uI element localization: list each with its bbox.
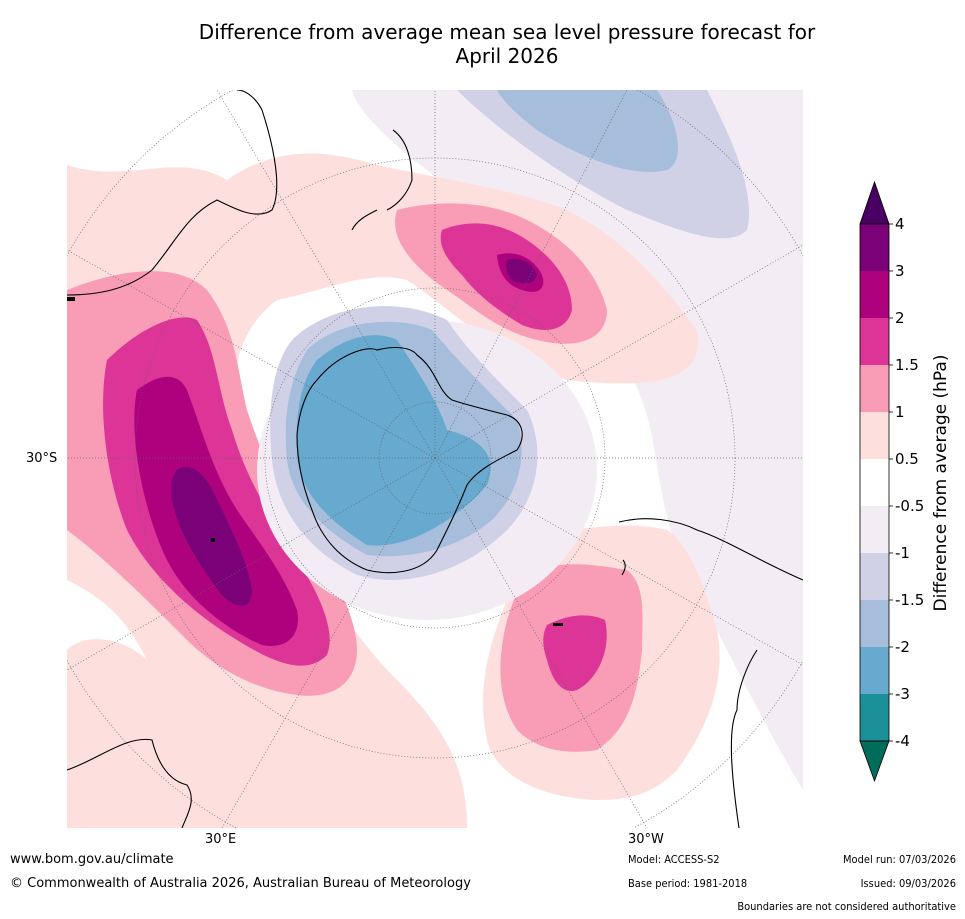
south-america-coastline bbox=[618, 518, 803, 828]
colorbar-segment bbox=[860, 600, 889, 647]
colorbar-tick-label: 1.5 bbox=[895, 356, 919, 374]
colorbar-tick-label: -1.5 bbox=[895, 591, 924, 609]
lon-label-30w: 30°W bbox=[628, 832, 664, 847]
footer-disclaimer: Boundaries are not considered authoritat… bbox=[737, 900, 956, 913]
colorbar-segment bbox=[860, 224, 889, 271]
colorbar-title: Difference from average (hPa) bbox=[931, 354, 951, 612]
coastlines bbox=[67, 90, 803, 828]
lon-label-30e: 30°E bbox=[205, 832, 237, 847]
colorbar-tick-label: 2 bbox=[895, 309, 905, 327]
graticule bbox=[67, 90, 803, 828]
islands bbox=[67, 297, 563, 626]
colorbar-segments bbox=[859, 180, 890, 783]
footer-copyright: © Commonwealth of Australia 2026, Austra… bbox=[10, 876, 471, 891]
footer-issued: Issued: 09/03/2026 bbox=[860, 877, 956, 890]
footer-model: Model: ACCESS-S2 bbox=[628, 853, 720, 866]
colorbar-tick-label: -0.5 bbox=[895, 497, 924, 515]
colorbar-tick-label: -4 bbox=[895, 732, 910, 750]
africa-coastline bbox=[67, 738, 192, 828]
colorbar-segment bbox=[860, 365, 889, 412]
colorbar-outline bbox=[859, 223, 890, 742]
lat-label-30s: 30°S bbox=[26, 451, 58, 466]
colorbar-tick-label: 1 bbox=[895, 403, 905, 421]
colorbar-segment bbox=[860, 459, 889, 506]
negative-anomaly-northeast bbox=[352, 90, 803, 790]
australia-coastline bbox=[67, 90, 278, 296]
colorbar-tick-label: 0.5 bbox=[895, 450, 919, 468]
colorbar-segment bbox=[860, 412, 889, 459]
positive-anomaly-ring bbox=[67, 153, 720, 828]
title-line-1: Difference from average mean sea level p… bbox=[198, 20, 816, 44]
title-line-2: April 2026 bbox=[455, 44, 559, 68]
colorbar: 4 3 2 1.5 1 0.5 -0.5 -1 -1.5 -2 -3 -4 bbox=[859, 180, 924, 783]
colorbar-tick-label: -2 bbox=[895, 638, 910, 656]
colorbar-segment bbox=[860, 271, 889, 318]
colorbar-tick-label: -1 bbox=[895, 544, 910, 562]
colorbar-extend-max bbox=[859, 180, 890, 225]
colorbar-tick-label: -3 bbox=[895, 685, 910, 703]
colorbar-ticks: 4 3 2 1.5 1 0.5 -0.5 -1 -1.5 -2 -3 -4 bbox=[889, 215, 924, 750]
colorbar-tick-label: 3 bbox=[895, 262, 905, 280]
antarctic-negative-anomaly bbox=[257, 306, 597, 620]
antarctica-coastline bbox=[296, 346, 523, 574]
colorbar-segment bbox=[860, 647, 889, 694]
footer-url[interactable]: www.bom.gov.au/climate bbox=[10, 852, 174, 867]
colorbar-tick-label: 4 bbox=[895, 215, 905, 233]
polar-pressure-map bbox=[67, 90, 803, 828]
footer-base-period: Base period: 1981-2018 bbox=[628, 877, 748, 890]
footer-model-run: Model run: 07/03/2026 bbox=[843, 853, 956, 866]
colorbar-segment bbox=[860, 318, 889, 365]
colorbar-segment bbox=[860, 506, 889, 553]
colorbar-segment bbox=[860, 694, 889, 741]
new-zealand-coastline bbox=[351, 129, 413, 231]
colorbar-extend-min bbox=[859, 740, 890, 783]
colorbar-segment bbox=[860, 553, 889, 600]
map-title: Difference from average mean sea level p… bbox=[0, 20, 965, 68]
